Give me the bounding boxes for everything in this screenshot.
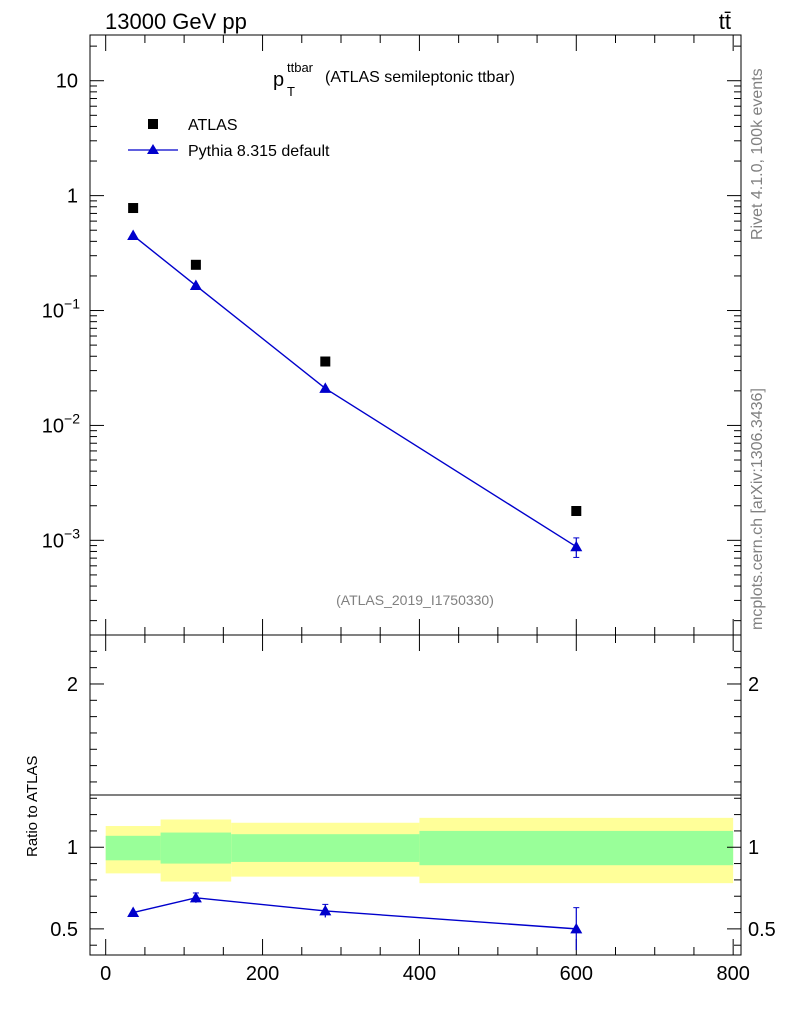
- plot-title-rest: (ATLAS semileptonic ttbar): [325, 69, 515, 86]
- process-label: tt̄: [719, 9, 731, 34]
- ratio-x-tick-label: 0: [100, 963, 111, 985]
- main-y-tick-label: 10−3: [42, 525, 80, 552]
- main-y-tick-label: 10: [56, 71, 78, 93]
- ratio-pythia-point: [189, 891, 202, 903]
- ratio-x-tick-label: 800: [716, 963, 749, 985]
- main-y-tick-label: 1: [67, 186, 78, 208]
- ratio-band-inner: [419, 830, 734, 866]
- energy-label: 13000 GeV pp: [105, 9, 247, 34]
- ratio-pythia-point: [319, 904, 332, 916]
- ratio-x-tick-label: 200: [246, 963, 279, 985]
- ratio-ylabel: Ratio to ATLAS: [24, 756, 41, 857]
- ratio-bands: [105, 817, 734, 884]
- ratio-pythia-point: [570, 922, 583, 934]
- ratio-data-marks: [127, 891, 583, 951]
- main-axis-ticks: [90, 35, 741, 635]
- pythia-point: [127, 229, 140, 240]
- mcplots-label: mcplots.cern.ch [arXiv:1306.3436]: [749, 388, 766, 630]
- plot-title-sup: ttbar: [287, 60, 314, 75]
- ratio-band-inner: [231, 834, 420, 862]
- ratio-x-tick-label: 400: [403, 963, 436, 985]
- atlas-point: [128, 203, 139, 214]
- legend-pythia-label: Pythia 8.315 default: [188, 143, 330, 160]
- plot-title-sub: T: [287, 84, 295, 99]
- main-data-marks: [127, 203, 583, 558]
- ratio-y-tick-label-right: 0.5: [748, 919, 776, 941]
- main-y-tick-label: 10−1: [42, 296, 80, 323]
- ratio-band-inner: [105, 835, 161, 861]
- ratio-y-tick-label-right: 1: [748, 837, 759, 859]
- ratio-panel: 0.5 0.5 1 1 2 2 0 200 400 600 800 Ratio to ATLAS: [24, 634, 776, 985]
- ratio-frame: [89, 634, 742, 956]
- pythia-line: [132, 234, 577, 548]
- atlas-point: [190, 259, 201, 270]
- ratio-y-tick-label-right: 2: [748, 674, 759, 696]
- atlas-point: [571, 506, 582, 517]
- ratio-y-tick-label-left: 1: [67, 837, 78, 859]
- ratio-tick-labels: 0.5 0.5 1 1 2 2 0 200 400 600 800: [50, 674, 776, 985]
- pythia-point: [189, 279, 202, 291]
- ratio-x-tick-label: 600: [560, 963, 593, 985]
- legend-pythia-marker: [147, 144, 159, 154]
- pythia-point: [570, 540, 583, 552]
- atlas-point: [320, 356, 331, 367]
- main-y-tick-labels: 10 1 10−1 10−2 10−3: [42, 71, 80, 553]
- rivet-version-label: Rivet 4.1.0, 100k events: [749, 68, 766, 240]
- ratio-pythia-line: [132, 897, 577, 930]
- ratio-y-tick-label-left: 2: [67, 674, 78, 696]
- analysis-watermark: (ATLAS_2019_I1750330): [336, 592, 494, 608]
- main-y-tick-label: 10−2: [42, 410, 80, 437]
- legend-atlas-label: ATLAS: [188, 117, 238, 134]
- ratio-band-inner: [160, 832, 232, 864]
- pythia-point: [319, 382, 332, 393]
- main-panel: 10 1 10−1 10−2 10−3 p ttbar T (ATLAS semilep…: [42, 34, 742, 636]
- ratio-y-tick-label-left: 0.5: [50, 919, 78, 941]
- plot-title-main: p: [273, 69, 284, 91]
- ratio-axis-ticks: [90, 635, 741, 955]
- ratio-pythia-point: [127, 906, 140, 918]
- legend-atlas-marker: [148, 119, 158, 129]
